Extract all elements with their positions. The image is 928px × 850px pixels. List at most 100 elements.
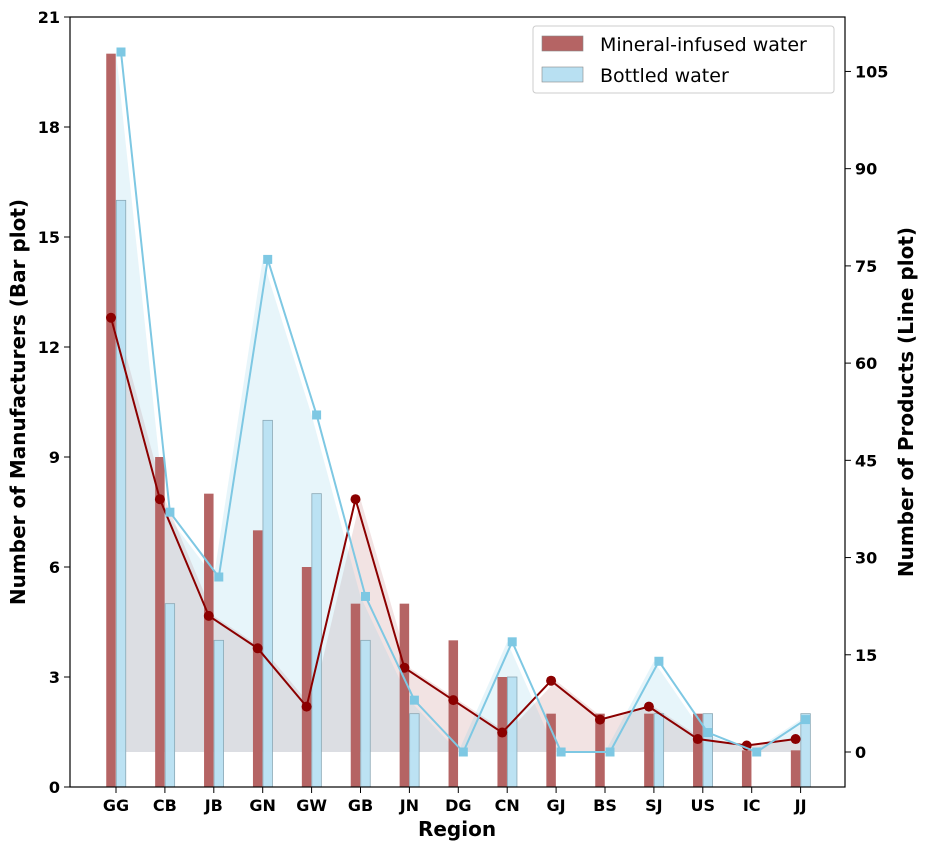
line-point-1-GN <box>263 254 273 264</box>
line-point-1-JB <box>214 572 224 582</box>
line-point-1-US <box>703 728 713 738</box>
bar-mineral-DG <box>448 640 459 787</box>
bar-bottled-SJ <box>653 713 665 788</box>
line-point-0-DG <box>448 695 459 706</box>
line-point-1-JN <box>409 695 419 705</box>
line-point-1-CN <box>507 637 517 647</box>
bar-mineral-JJ <box>790 750 801 787</box>
y-tick-label-9: 9 <box>49 448 60 467</box>
area-fills <box>116 52 801 752</box>
bar-mineral-GW <box>301 567 312 787</box>
y-tick-label-18: 18 <box>38 118 60 137</box>
x-tick-label-DG: DG <box>445 796 471 815</box>
plot-frame <box>69 16 846 788</box>
y-tick-label-12: 12 <box>38 338 60 357</box>
y-tick-label-3: 3 <box>49 668 60 687</box>
bar-bottled-GN <box>262 419 273 788</box>
bar-mineral-US <box>693 713 703 787</box>
bar-mineral-IC <box>741 750 752 787</box>
x-tick-label-CB: CB <box>153 796 177 815</box>
y2-tick-label-15: 15 <box>855 646 877 665</box>
x-tick-label-US: US <box>691 796 716 815</box>
y2-axis-title: Number of Products (Line plot) <box>894 227 918 577</box>
bar-mineral-JN <box>399 603 410 787</box>
bar-mineral-GN <box>252 530 263 787</box>
y2-tick-label-45: 45 <box>855 451 877 470</box>
x-tick-label-GJ: GJ <box>547 796 566 815</box>
line-point-0-GB <box>350 494 361 505</box>
x-axis-title: Region <box>418 817 496 841</box>
bar-bottled-CB <box>164 603 176 788</box>
line-point-0-JJ <box>790 734 801 745</box>
y-tick-label-15: 15 <box>38 228 60 247</box>
bar-mineral-BS <box>595 713 605 787</box>
x-tick-label-GN: GN <box>249 796 276 815</box>
line-point-0-JB <box>203 610 214 621</box>
x-tick-label-JJ: JJ <box>794 796 807 815</box>
bar-bottled-JJ <box>800 713 811 788</box>
line-point-1-GB <box>361 591 370 601</box>
bar-mineral-GG <box>106 53 116 787</box>
bar-bottled-JN <box>409 713 420 788</box>
y2-tick-label-105: 105 <box>855 62 888 81</box>
x-tick-label-GG: GG <box>103 796 129 815</box>
y2-tick-label-30: 30 <box>855 549 877 568</box>
area-fill-series-1 <box>116 52 801 752</box>
bar-mineral-GJ <box>546 713 556 787</box>
line-point-0-CN <box>497 727 508 738</box>
x-tick-label-SJ: SJ <box>645 796 662 815</box>
y-tick-label-21: 21 <box>38 8 60 27</box>
line-point-0-JN <box>399 662 410 673</box>
line-point-1-GJ <box>556 747 566 757</box>
legend-box <box>532 25 835 94</box>
legend-swatch-mineral <box>541 35 584 52</box>
bars <box>106 53 811 788</box>
y2-tick-label-60: 60 <box>855 354 877 373</box>
line-point-0-GG <box>106 312 116 323</box>
line-point-0-CB <box>154 494 165 505</box>
x-tick-label-IC: IC <box>743 796 761 815</box>
line-point-0-GJ <box>546 675 557 686</box>
axes: 0 3 6 9 12 15 18 21 0 15 30 45 60 75 90 105 GG CB JB GN GW GB… <box>38 8 889 815</box>
x-tick-label-BS: BS <box>593 796 617 815</box>
y-tick-label-6: 6 <box>49 558 60 577</box>
area-fill-series-0 <box>116 317 801 752</box>
legend-label-bottled: Bottled water <box>600 65 729 87</box>
bar-bottled-CN <box>507 676 518 788</box>
bar-mineral-CB <box>155 457 165 787</box>
bar-bottled-US <box>702 713 713 788</box>
line-point-1-BS <box>605 747 615 757</box>
line-point-0-US <box>692 734 703 745</box>
line-point-1-DG <box>458 747 468 757</box>
lines <box>106 47 811 757</box>
bar-bottled-GG <box>115 199 127 788</box>
y2-tick-label-75: 75 <box>855 257 877 276</box>
bar-bottled-GW <box>311 493 322 788</box>
x-tick-label-GW: GW <box>296 796 327 815</box>
legend-swatch-bottled <box>541 66 584 83</box>
bar-mineral-SJ <box>644 713 654 787</box>
bar-mineral-GB <box>350 603 361 787</box>
bar-bottled-GB <box>360 639 371 788</box>
line-point-1-SJ <box>654 656 664 666</box>
y2-tick-label-0: 0 <box>855 743 866 762</box>
legend-label-mineral: Mineral-infused water <box>600 34 807 56</box>
bar-bottled-JB <box>213 639 224 788</box>
line-point-0-SJ <box>643 701 654 712</box>
line-point-0-BS <box>595 714 605 725</box>
y-tick-label-0: 0 <box>49 778 60 797</box>
line-point-0-GW <box>301 701 312 712</box>
line-point-1-IC <box>752 747 762 757</box>
line-point-1-GG <box>116 47 126 57</box>
line-point-1-CB <box>165 507 175 517</box>
x-tick-label-JN: JN <box>399 796 419 815</box>
legend: Mineral-infused water Bottled water <box>532 25 835 94</box>
x-tick-label-JB: JB <box>204 796 223 815</box>
y2-tick-label-90: 90 <box>855 160 877 179</box>
y-axis-title: Number of Manufacturers (Bar plot) <box>6 199 30 605</box>
line-point-1-GW <box>312 410 322 420</box>
bar-mineral-JB <box>204 493 214 787</box>
x-tick-label-GB: GB <box>348 796 373 815</box>
x-tick-label-CN: CN <box>495 796 520 815</box>
